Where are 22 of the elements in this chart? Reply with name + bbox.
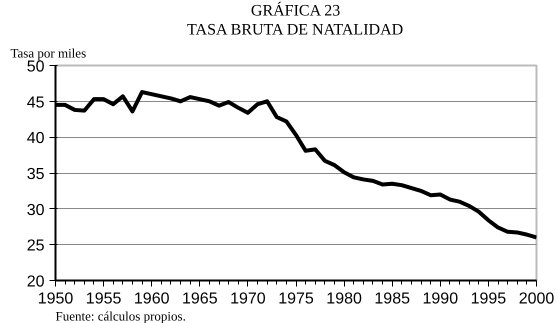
x-tick-label: 1980: [326, 290, 362, 308]
y-tick-label: 50: [26, 58, 45, 76]
y-tick-label: 30: [26, 202, 45, 219]
x-tick-label: 1960: [134, 290, 170, 308]
x-tick-label: 1995: [470, 290, 506, 308]
x-tick-label: 1985: [374, 290, 410, 308]
x-tick-label: 1975: [278, 290, 314, 308]
y-tick-label: 45: [26, 94, 45, 112]
chart-title: GRÁFICA 23: [250, 2, 340, 20]
x-tick-label: 2000: [518, 290, 554, 308]
y-axis-title: Tasa por miles: [10, 46, 86, 60]
y-tick-label: 40: [26, 130, 45, 148]
x-tick-label: 1950: [38, 290, 74, 308]
x-tick-label: 1965: [182, 290, 218, 308]
x-tick-label: 1955: [86, 290, 122, 308]
y-tick-label: 35: [26, 166, 45, 183]
x-tick-label: 1990: [422, 290, 458, 308]
chart-subtitle: TASA BRUTA DE NATALIDAD: [187, 22, 404, 38]
source-note: Fuente: cálculos propios.: [56, 308, 186, 323]
y-tick-label: 25: [26, 238, 45, 255]
y-tick-label: 20: [26, 274, 45, 290]
x-tick-label: 1970: [230, 290, 266, 308]
